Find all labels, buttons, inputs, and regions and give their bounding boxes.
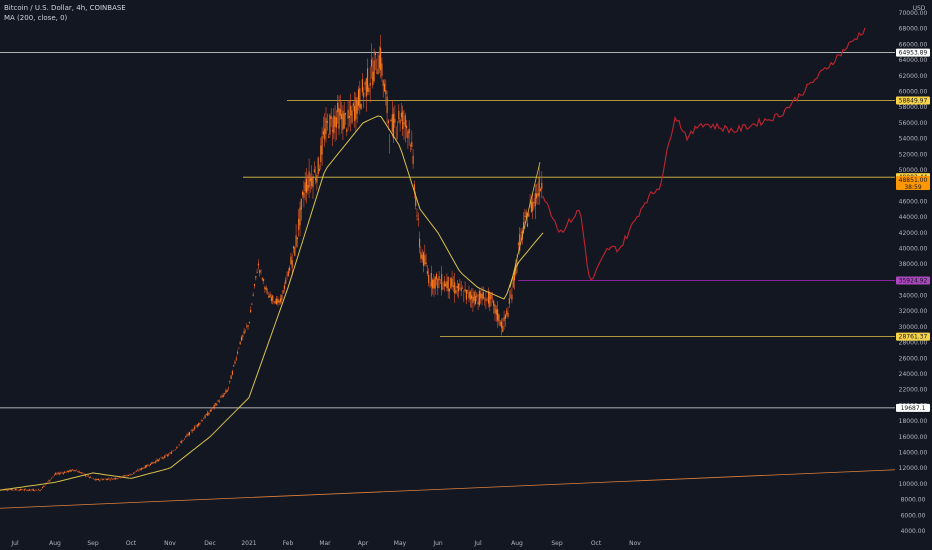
price-tick-label: 22000.00 xyxy=(899,387,928,394)
price-level-label-bg xyxy=(896,403,930,412)
current-price-value: 48851.00 xyxy=(899,177,928,184)
channel-upper-line[interactable] xyxy=(509,162,541,288)
indicator-title[interactable]: MA (200, close, 0) xyxy=(4,14,68,22)
price-tick-label: 54000.00 xyxy=(899,136,928,143)
price-level-label-text: 19687.1 xyxy=(901,405,926,412)
price-tick-label: 34000.00 xyxy=(899,293,928,300)
chart-legend: Bitcoin / U.S. Dollar, 4h, COINBASE MA (… xyxy=(4,3,126,23)
time-tick-label: Feb xyxy=(283,540,294,547)
moving-average-line[interactable] xyxy=(0,115,544,491)
price-tick-label: 38000.00 xyxy=(899,261,928,268)
time-tick-label: Mar xyxy=(319,540,331,547)
time-tick-label: Apr xyxy=(358,540,369,547)
plot-area[interactable] xyxy=(0,27,896,509)
price-tick-label: 70000.00 xyxy=(899,10,928,17)
price-tick-label: 12000.00 xyxy=(899,465,928,472)
candles[interactable] xyxy=(0,34,543,492)
price-level-label[interactable]: 28761.37 xyxy=(896,332,930,341)
price-tick-label: 46000.00 xyxy=(899,198,928,205)
price-level-label-bg xyxy=(896,276,930,285)
time-tick-label: Sep xyxy=(87,540,99,547)
time-tick-label: 2021 xyxy=(241,540,256,547)
time-tick-label: Nov xyxy=(164,540,176,547)
time-tick-label: Jul xyxy=(473,540,482,547)
time-tick-label: Nov xyxy=(629,540,641,547)
price-tick-label: 8000.00 xyxy=(901,497,926,504)
price-level-label-bg xyxy=(896,332,930,341)
price-level-label-bg xyxy=(896,48,930,57)
price-tick-label: 58000.00 xyxy=(899,104,928,111)
time-tick-label: Sep xyxy=(551,540,563,547)
price-tick-label: 68000.00 xyxy=(899,26,928,33)
time-tick-label: Dec xyxy=(204,540,216,547)
time-tick-label: Aug xyxy=(49,540,61,547)
price-level-label[interactable]: 64953.89 xyxy=(896,48,930,57)
trendline[interactable] xyxy=(0,469,896,509)
price-tick-label: 30000.00 xyxy=(899,324,928,331)
price-tick-label: 4000.00 xyxy=(901,528,926,535)
price-tick-label: 28000.00 xyxy=(899,340,928,347)
symbol-title[interactable]: Bitcoin / U.S. Dollar, 4h, COINBASE xyxy=(4,4,126,12)
time-tick-label: Jul xyxy=(10,540,19,547)
price-level-label-text: 28761.37 xyxy=(899,334,928,341)
price-level-label[interactable]: 19687.1 xyxy=(896,403,930,412)
price-tick-label: 66000.00 xyxy=(899,41,928,48)
current-price-label-bg xyxy=(896,175,930,190)
price-tick-label: 44000.00 xyxy=(899,214,928,221)
price-tick-label: 52000.00 xyxy=(899,151,928,158)
time-tick-label: Jun xyxy=(432,540,443,547)
price-tick-label: 62000.00 xyxy=(899,73,928,80)
bar-countdown: 38:59 xyxy=(904,184,921,191)
price-tick-label: 26000.00 xyxy=(899,355,928,362)
time-tick-label: Aug xyxy=(511,540,523,547)
price-tick-label: 42000.00 xyxy=(899,230,928,237)
price-level-label-bg xyxy=(896,96,930,105)
price-tick-label: 56000.00 xyxy=(899,120,928,127)
time-axis[interactable]: Jul Aug Sep Oct Nov Dec 2021 Feb Mar Apr May Jun Jul… xyxy=(10,540,641,547)
currency-label: USD xyxy=(913,5,926,12)
time-tick-label: Oct xyxy=(591,540,602,547)
price-level-label-text: 35924.92 xyxy=(899,277,928,284)
price-tick-label: 10000.00 xyxy=(899,481,928,488)
time-tick-label: Oct xyxy=(126,540,137,547)
price-level-label[interactable]: 35924.92 xyxy=(896,276,930,285)
price-tick-label: 50000.00 xyxy=(899,167,928,174)
price-tick-label: 16000.00 xyxy=(899,434,928,441)
price-level-label-text: 58849.97 xyxy=(899,98,928,105)
price-tick-label: 14000.00 xyxy=(899,450,928,457)
price-axis[interactable]: 4000.00 6000.00 8000.00 10000.00 12000.00 140… xyxy=(896,10,930,535)
price-tick-label: 40000.00 xyxy=(899,245,928,252)
price-projection-line[interactable] xyxy=(542,27,866,281)
price-tick-label: 32000.00 xyxy=(899,308,928,315)
price-tick-label: 6000.00 xyxy=(901,512,926,519)
price-tick-label: 24000.00 xyxy=(899,371,928,378)
price-level-label-text: 64953.89 xyxy=(899,50,928,57)
time-tick-label: May xyxy=(394,540,407,547)
price-level-label[interactable]: 58849.97 xyxy=(896,96,930,105)
price-tick-label: 64000.00 xyxy=(899,57,928,64)
price-tick-label: 60000.00 xyxy=(899,88,928,95)
price-tick-label: 18000.00 xyxy=(899,418,928,425)
